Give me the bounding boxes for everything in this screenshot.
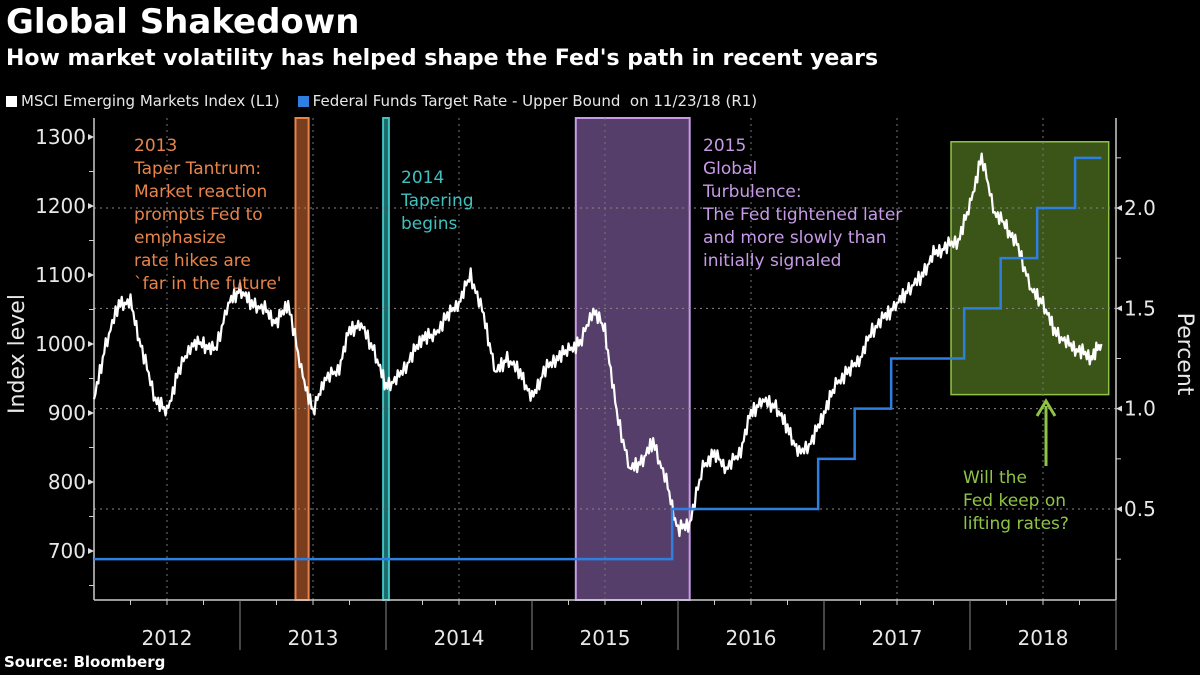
annotation-taper-tantrum-line: 2013: [134, 136, 177, 156]
left-tick-label: 900: [48, 401, 86, 425]
annotation-global-turbulence: 2015 Global Turbulence: The Fed tightened l…: [702, 136, 902, 271]
annotation-tapering-begins-line: Tapering: [400, 191, 474, 211]
left-tick-1300: [88, 134, 94, 140]
annotation-bands: [294, 117, 1110, 601]
legend: MSCI Emerging Markets Index (L1) Federal…: [6, 92, 757, 110]
annotation-taper-tantrum-line: emphasize: [134, 228, 226, 248]
annotation-tapering-begins: 2014 Tapering begins: [400, 168, 474, 234]
chart-title: Global Shakedown: [6, 2, 360, 42]
annotation-will-fed-keep-line: Will the: [963, 468, 1027, 488]
left-tick-900: [88, 410, 94, 416]
annotation-taper-tantrum-line: Taper Tantrum:: [133, 159, 261, 179]
annotation-tapering-begins-line: 2014: [401, 168, 444, 188]
legend-item-fed-funds: Federal Funds Target Rate - Upper Bound …: [297, 92, 758, 110]
left-tick-1000: [88, 341, 94, 347]
right-axis-title: Percent: [1172, 313, 1197, 396]
annotation-text: 2013 Taper Tantrum: Market reaction prompts…: [133, 136, 1069, 534]
series-lines: [92, 152, 1103, 561]
legend-item-msci: MSCI Emerging Markets Index (L1): [6, 92, 280, 110]
x-tick-label: 2018: [1018, 626, 1069, 650]
x-tick-label: 2014: [434, 626, 485, 650]
annotation-band-0: [294, 117, 310, 601]
annotation-taper-tantrum-line: Market reaction: [134, 182, 267, 202]
left-tick-label: 700: [48, 539, 86, 563]
annotation-global-turbulence-line: Global: [703, 159, 757, 179]
annotation-taper-tantrum: 2013 Taper Tantrum: Market reaction prompts…: [133, 136, 281, 294]
annotation-will-fed-keep-line: Fed keep on: [963, 491, 1066, 511]
right-tick-1: [1116, 405, 1122, 412]
left-tick-800: [88, 479, 94, 485]
annotation-global-turbulence-line: Turbulence:: [702, 182, 802, 202]
right-tick-label: 1.0: [1124, 397, 1156, 421]
left-tick-1100: [88, 272, 94, 278]
left-tick-label: 800: [48, 470, 86, 494]
source-note: Source: Bloomberg: [4, 653, 166, 671]
annotation-tapering-begins-line: begins: [401, 214, 458, 234]
annotation-taper-tantrum-line: `far in the future': [134, 274, 281, 294]
right-tick-label: 2.0: [1124, 196, 1156, 220]
axis-labels: 700 800 900 1000 1100 1200 1300 0.5 1.0 1.5 2.0 Ind…: [5, 125, 1197, 650]
series-line-fed-funds: [94, 156, 1102, 561]
x-tick-label: 2016: [726, 626, 777, 650]
chart-subtitle: How market volatility has helped shape t…: [6, 46, 879, 71]
right-tick-label: 0.5: [1124, 497, 1156, 521]
annotation-band-2: [574, 117, 691, 601]
annotation-taper-tantrum-line: prompts Fed to: [134, 205, 263, 225]
axes: [88, 118, 1122, 650]
annotation-global-turbulence-line: initially signaled: [703, 251, 841, 271]
left-tick-label: 1300: [35, 125, 86, 149]
legend-swatch-msci: [6, 95, 17, 107]
left-tick-1200: [88, 203, 94, 209]
series-line-msci: [92, 152, 1103, 538]
annotation-band-1: [382, 117, 390, 601]
arrow-up-icon: [1035, 398, 1057, 417]
left-tick-label: 1000: [35, 332, 86, 356]
left-tick-label: 1100: [35, 263, 86, 287]
right-tick-2: [1116, 305, 1122, 312]
x-tick-label: 2013: [288, 626, 339, 650]
annotation-taper-tantrum-line: rate hikes are: [134, 251, 251, 271]
x-tick-label: 2017: [872, 626, 923, 650]
annotation-will-fed-keep-line: lifting rates?: [963, 514, 1069, 534]
right-tick-3: [1116, 205, 1122, 211]
legend-swatch-fed-funds: [297, 95, 309, 107]
legend-label-msci: MSCI Emerging Markets Index (L1): [21, 92, 280, 110]
x-tick-label: 2012: [142, 626, 193, 650]
left-tick-label: 1200: [35, 194, 86, 218]
annotation-will-fed-keep: Will the Fed keep on lifting rates?: [963, 468, 1069, 534]
left-axis-title: Index level: [5, 294, 30, 414]
left-tick-700: [88, 548, 94, 554]
right-tick-0: [1116, 506, 1122, 512]
x-tick-label: 2015: [580, 626, 631, 650]
right-tick-label: 1.5: [1124, 296, 1156, 320]
annotation-global-turbulence-line: The Fed tightened later: [702, 205, 902, 225]
annotation-global-turbulence-line: 2015: [703, 136, 746, 156]
annotation-global-turbulence-line: and more slowly than: [703, 228, 887, 248]
legend-label-fed-funds: Federal Funds Target Rate - Upper Bound …: [312, 92, 758, 110]
